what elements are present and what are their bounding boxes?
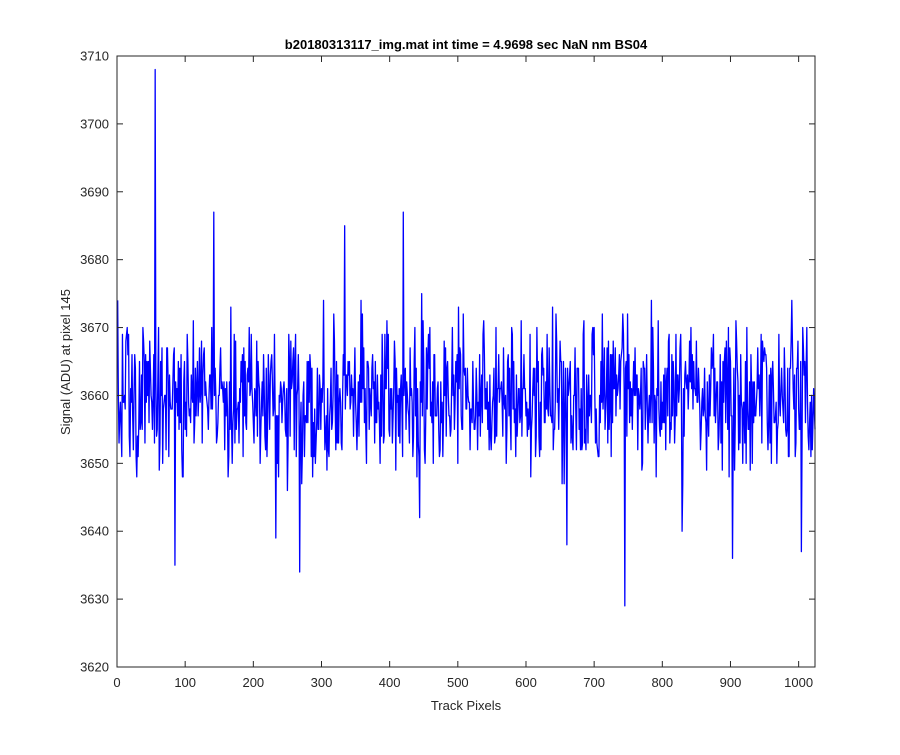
x-axis-label: Track Pixels (431, 698, 502, 713)
y-tick-label: 3630 (80, 592, 109, 607)
y-tick-label: 3710 (80, 49, 109, 64)
x-tick-label: 300 (311, 675, 333, 690)
ticks: 0 100 200 300 400 500 600 700 800 900 1000 3620 3630… (80, 49, 815, 690)
plot-background (117, 56, 815, 667)
y-tick-label: 3620 (80, 660, 109, 675)
x-tick-label: 400 (379, 675, 401, 690)
y-tick-label: 3640 (80, 524, 109, 539)
y-tick-label: 3650 (80, 456, 109, 471)
plot-area (117, 56, 815, 667)
series-layer (117, 68, 816, 607)
x-tick-label: 200 (242, 675, 264, 690)
axes (116, 55, 816, 668)
y-axis-label: Signal (ADU) at pixel 145 (58, 289, 73, 435)
y-tick-label: 3700 (80, 116, 109, 131)
y-tick-label: 3690 (80, 184, 109, 199)
x-tick-label: 0 (113, 675, 120, 690)
x-tick-label: 100 (174, 675, 196, 690)
x-tick-label: 600 (515, 675, 537, 690)
series-line (117, 68, 816, 607)
x-tick-label: 700 (583, 675, 605, 690)
chart-title: b20180313117_img.mat int time = 4.9698 s… (285, 37, 648, 52)
x-tick-label: 800 (651, 675, 673, 690)
x-tick-label: 900 (720, 675, 742, 690)
axes-box (116, 55, 816, 668)
x-tick-label: 1000 (784, 675, 813, 690)
y-tick-label: 3670 (80, 320, 109, 335)
y-tick-label: 3680 (80, 252, 109, 267)
y-tick-label: 3660 (80, 388, 109, 403)
x-tick-label: 500 (447, 675, 469, 690)
